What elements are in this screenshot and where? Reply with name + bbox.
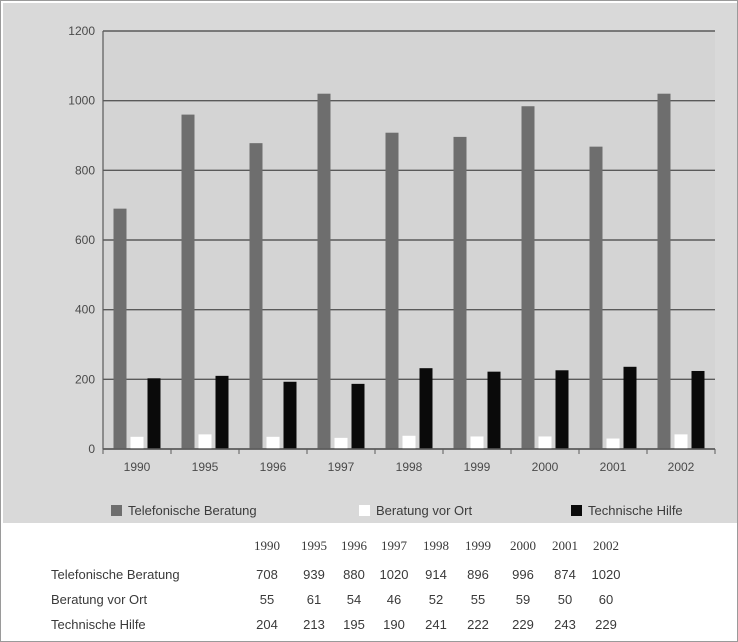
bar-telefonische-beratung: [589, 146, 603, 449]
x-tick-label: 1995: [192, 460, 219, 474]
x-tick-label: 1999: [464, 460, 491, 474]
table-cell: 61: [306, 592, 322, 607]
legend-item-telefonische-beratung: Telefonische Beratung: [111, 503, 257, 518]
x-tick-label: 2000: [532, 460, 559, 474]
bar-beratung-vor-ort: [674, 434, 688, 449]
y-tick-label: 1000: [68, 94, 95, 108]
y-tick-label: 600: [75, 233, 95, 247]
x-tick-label: 1996: [260, 460, 287, 474]
bar-telefonische-beratung: [453, 136, 467, 450]
table-cell: 996: [512, 567, 534, 582]
bar-technische-hilfe: [283, 381, 297, 449]
table-row-technische-hilfe: Technische Hilfe 204 213 195 190 241 222…: [1, 614, 738, 636]
bar-telefonische-beratung: [249, 143, 263, 449]
bar-beratung-vor-ort: [130, 436, 144, 449]
table-cell: 229: [595, 617, 617, 632]
table-header-year: 1998: [423, 538, 449, 553]
table-row-label: Technische Hilfe: [51, 617, 146, 632]
table-header-year: 2001: [552, 538, 578, 553]
table-row-telefonische-beratung: Telefonische Beratung 708 939 880 1020 9…: [1, 564, 738, 586]
table-header-year: 1999: [465, 538, 491, 553]
table-cell: 46: [386, 592, 402, 607]
bar-technische-hilfe: [555, 370, 569, 449]
bar-telefonische-beratung: [521, 106, 535, 450]
y-tick-label: 400: [75, 303, 95, 317]
table-cell: 204: [256, 617, 278, 632]
legend-item-technische-hilfe: Technische Hilfe: [571, 503, 683, 518]
legend-label-technische-hilfe: Technische Hilfe: [588, 503, 683, 518]
table-header-row: 1990 1995 1996 1997 1998 1999 2000 2001 …: [1, 535, 738, 557]
table-cell: 60: [598, 592, 614, 607]
x-tick-label: 1990: [124, 460, 151, 474]
x-tick-label: 2001: [600, 460, 627, 474]
table-cell: 52: [428, 592, 444, 607]
y-tick-label: 800: [75, 163, 95, 177]
table-cell: 241: [425, 617, 447, 632]
x-tick-label: 1997: [328, 460, 355, 474]
table-header-year: 1996: [341, 538, 367, 553]
table-cell: 896: [467, 567, 489, 582]
table-cell: 874: [554, 567, 576, 582]
y-tick-label: 200: [75, 372, 95, 386]
bar-beratung-vor-ort: [198, 434, 212, 449]
table-cell: 55: [259, 592, 275, 607]
table-cell: 1020: [379, 567, 409, 582]
table-header-year: 2000: [510, 538, 536, 553]
bar-beratung-vor-ort: [606, 438, 620, 449]
bar-beratung-vor-ort: [266, 436, 280, 449]
table-cell: 54: [346, 592, 362, 607]
table-header-year: 1995: [301, 538, 327, 553]
table-header-year: 2002: [593, 538, 619, 553]
legend-swatch-beratung-vor-ort: [359, 505, 370, 516]
bar-technische-hilfe: [419, 368, 433, 449]
bar-technische-hilfe: [691, 370, 705, 449]
table-row-beratung-vor-ort: Beratung vor Ort 55 61 54 46 52 55 59 50…: [1, 589, 738, 611]
bar-telefonische-beratung: [385, 132, 399, 450]
bar-technische-hilfe: [623, 366, 637, 449]
table-cell: 708: [256, 567, 278, 582]
table-cell: 50: [557, 592, 573, 607]
table-header-year: 1990: [254, 538, 280, 553]
legend-label-telefonische-beratung: Telefonische Beratung: [128, 503, 257, 518]
y-tick-label: 1200: [68, 24, 95, 38]
bar-telefonische-beratung: [181, 114, 195, 449]
table-cell: 213: [303, 617, 325, 632]
bar-technische-hilfe: [215, 375, 229, 449]
bar-beratung-vor-ort: [538, 436, 552, 449]
bar-telefonische-beratung: [113, 208, 127, 449]
bar-telefonische-beratung: [317, 93, 331, 449]
table-cell: 939: [303, 567, 325, 582]
y-tick-label: 0: [88, 442, 95, 456]
table-cell: 190: [383, 617, 405, 632]
table-cell: 195: [343, 617, 365, 632]
bar-technische-hilfe: [351, 383, 365, 449]
table-cell: 222: [467, 617, 489, 632]
table-row-label: Telefonische Beratung: [51, 567, 180, 582]
table-cell: 243: [554, 617, 576, 632]
legend-swatch-telefonische-beratung: [111, 505, 122, 516]
bar-beratung-vor-ort: [470, 436, 484, 449]
x-tick-label: 1998: [396, 460, 423, 474]
table-row-label: Beratung vor Ort: [51, 592, 148, 607]
table-cell: 914: [425, 567, 447, 582]
table-cell: 880: [343, 567, 365, 582]
legend-swatch-technische-hilfe: [571, 505, 582, 516]
legend-label-beratung-vor-ort: Beratung vor Ort: [376, 503, 473, 518]
bar-chart: 0 200 400 600 800 1000 1200 1990 1995 1996 1997 199…: [68, 24, 716, 474]
x-tick-label: 2002: [668, 460, 695, 474]
bar-technische-hilfe: [487, 371, 501, 449]
table-cell: 229: [512, 617, 534, 632]
bar-beratung-vor-ort: [402, 435, 416, 449]
table-cell: 59: [515, 592, 531, 607]
bar-telefonische-beratung: [657, 93, 671, 449]
table-header-year: 1997: [381, 538, 407, 553]
table-cell: 1020: [591, 567, 621, 582]
legend-item-beratung-vor-ort: Beratung vor Ort: [359, 503, 472, 518]
chart-panel: 0 200 400 600 800 1000 1200 1990 1995 1996 1997 199…: [3, 3, 737, 523]
table-cell: 55: [470, 592, 486, 607]
bar-beratung-vor-ort: [334, 437, 348, 449]
bar-technische-hilfe: [147, 378, 161, 449]
